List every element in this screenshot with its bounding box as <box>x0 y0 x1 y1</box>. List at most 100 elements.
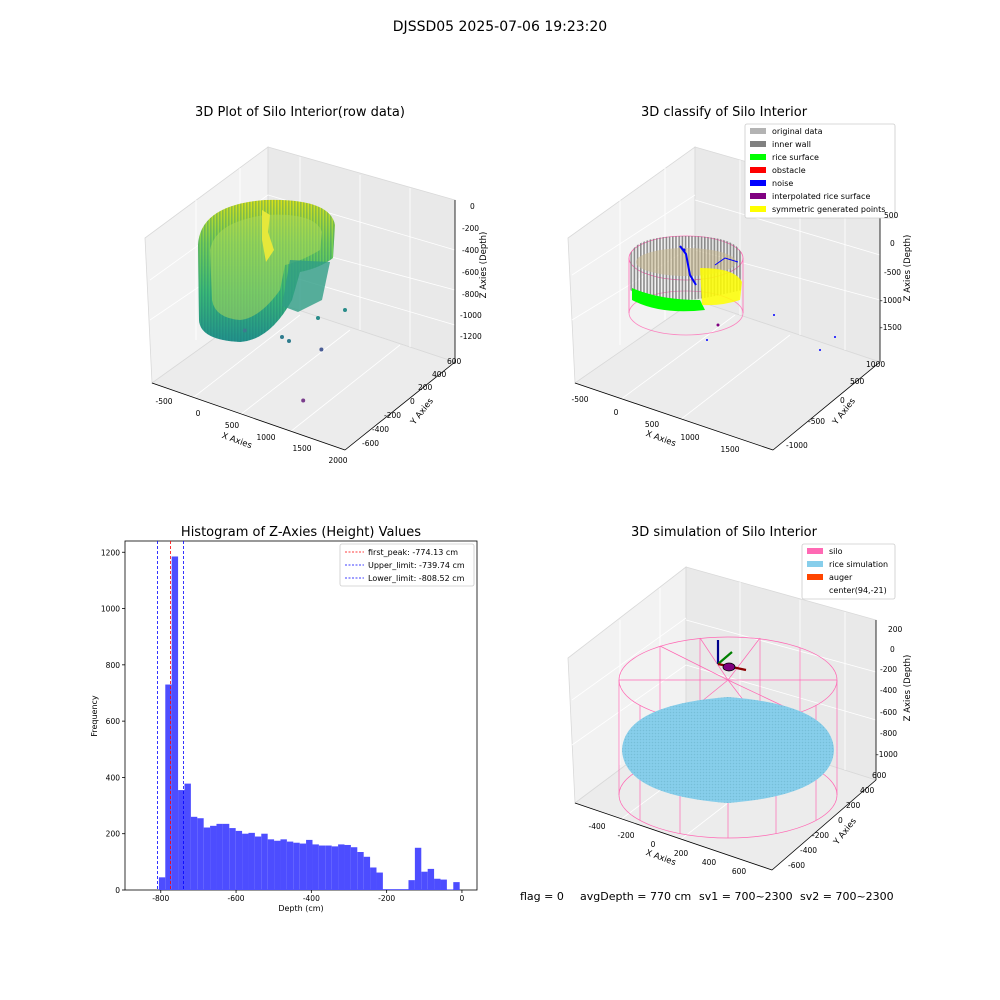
classify-3d-title: 3D classify of Silo Interior <box>641 105 808 120</box>
classify-3d-z-tick: -1500 <box>880 323 902 332</box>
histogram-bar <box>242 833 249 890</box>
histogram-bar <box>261 833 268 890</box>
raw-3d-y-tick: 0 <box>410 397 415 406</box>
histogram-bar <box>427 868 435 890</box>
panel-raw-3d: 3D Plot of Silo Interior(row data) <box>144 105 489 465</box>
histogram-x-label: Depth (cm) <box>278 904 323 913</box>
raw-3d-y-tick: -200 <box>384 411 401 420</box>
raw-3d-outlier-point <box>301 398 306 403</box>
histogram-legend: first_peak: -774.13 cm Upper_limit: -739… <box>339 543 475 587</box>
histogram-bar <box>414 847 422 890</box>
legend-label: silo <box>829 547 843 556</box>
raw-3d-z-tick: -1000 <box>460 311 482 320</box>
raw-3d-x-tick: 1000 <box>256 433 275 442</box>
legend-label: obstacle <box>772 166 806 175</box>
legend-swatch-rice-surface <box>750 154 766 160</box>
y-tick-label: 1200 <box>101 548 120 557</box>
raw-3d-z-tick: 0 <box>470 202 475 211</box>
classify-3d-z-tick: -500 <box>884 268 901 277</box>
legend-label: Upper_limit: -739.74 cm <box>368 561 465 570</box>
legend-swatch-noise <box>750 180 766 186</box>
simulation-3d-y-tick: 200 <box>846 801 861 810</box>
legend-label: original data <box>772 127 823 136</box>
raw-3d-point <box>343 308 347 312</box>
raw-3d-y-tick: 200 <box>418 383 433 392</box>
histogram-bar <box>190 816 198 890</box>
simulation-3d-y-tick: 400 <box>860 786 875 795</box>
simulation-3d-z-tick: -400 <box>880 686 897 695</box>
simulation-3d-y-tick: -400 <box>800 846 817 855</box>
avg-depth-readout: avgDepth = 770 cm <box>580 890 691 903</box>
simulation-3d-z-tick: -1000 <box>876 750 898 759</box>
sv2-readout: sv2 = 700~2300 <box>800 890 894 903</box>
auger-y-axis <box>717 651 733 665</box>
simulation-3d-y-tick: -600 <box>788 861 805 870</box>
panel-classify-3d: 3D classify of Silo Interior <box>567 105 913 454</box>
simulation-3d-x-tick: 400 <box>702 858 717 867</box>
legend-label: center(94,-21) <box>829 586 887 595</box>
legend-swatch-obstacle <box>750 167 766 173</box>
simulation-3d-z-label: Z Axies (Depth) <box>903 655 913 722</box>
auger-head <box>722 662 736 672</box>
raw-3d-x-tick: 1500 <box>292 444 311 453</box>
raw-3d-z-tick: -800 <box>462 290 479 299</box>
raw-3d-z-label: Z Axies (Depth) <box>479 232 489 299</box>
simulation-3d-x-tick: -400 <box>588 822 605 831</box>
raw-3d-y-tick: 400 <box>432 370 447 379</box>
noise-point <box>834 336 836 338</box>
simulation-3d-x-ticks: -400 -200 0 200 400 600 <box>588 822 746 876</box>
histogram-bar <box>453 882 460 890</box>
classify-3d-z-tick: -1000 <box>880 296 902 305</box>
simulation-3d-x-label: X Axies <box>644 848 677 868</box>
x-tick-label: -600 <box>228 894 245 903</box>
legend-label: noise <box>772 179 793 188</box>
histogram-title: Histogram of Z-Axies (Height) Values <box>181 525 421 540</box>
classify-3d-point-cloud <box>628 235 836 351</box>
x-tick-label: -800 <box>152 894 169 903</box>
simulation-3d-y-tick: -200 <box>812 831 829 840</box>
histogram-bar <box>395 889 403 890</box>
classify-3d-x-label: X Axies <box>644 429 677 449</box>
histogram-threshold-lines <box>157 541 184 890</box>
simulation-3d-auger <box>716 640 747 672</box>
histogram-bar <box>440 879 447 890</box>
simulation-3d-x-tick: 600 <box>732 867 747 876</box>
histogram-bar <box>222 823 230 890</box>
legend-swatch-silo <box>807 548 823 554</box>
noise-point <box>706 339 708 341</box>
simulation-3d-z-tick: -600 <box>880 708 897 717</box>
legend-label: rice simulation <box>829 560 888 569</box>
y-tick-label: 400 <box>106 773 121 782</box>
raw-3d-y-tick: -400 <box>372 425 389 434</box>
histogram-bar <box>254 836 262 890</box>
legend-label: first_peak: -774.13 cm <box>368 548 458 557</box>
raw-3d-z-tick: -1200 <box>460 332 482 341</box>
classify-3d-y-tick: -1000 <box>786 441 808 450</box>
raw-3d-point <box>287 339 291 343</box>
histogram-bar <box>331 846 339 890</box>
histogram-bar <box>299 843 307 890</box>
classify-3d-z-ticks: 500 0 -500 -1000 -1500 <box>880 211 902 332</box>
classify-3d-y-tick: 1000 <box>866 360 885 369</box>
histogram-bar <box>357 852 364 890</box>
classify-3d-legend: original data inner wall rice surface ob… <box>744 123 896 219</box>
raw-3d-outlier-point <box>242 328 247 333</box>
histogram-bar <box>402 889 409 890</box>
histogram-bar <box>306 839 313 890</box>
simulation-3d-rice-surface <box>622 697 834 803</box>
legend-swatch-interpolated <box>750 193 766 199</box>
raw-3d-y-tick: -600 <box>362 439 379 448</box>
histogram-bar <box>274 840 281 890</box>
raw-3d-z-tick: -400 <box>462 246 479 255</box>
raw-3d-x-tick: 500 <box>225 421 240 430</box>
classify-3d-x-tick: -500 <box>571 395 588 404</box>
histogram-bar <box>350 847 358 890</box>
histogram-bar <box>229 828 236 890</box>
histogram-bar <box>203 827 211 890</box>
noise-point <box>819 349 821 351</box>
raw-3d-z-ticks: 0 -200 -400 -600 -800 -1000 -1200 <box>460 202 482 341</box>
panel-histogram: Histogram of Z-Axies (Height) Values -80… <box>90 525 478 913</box>
histogram-bar <box>312 844 319 890</box>
classify-3d-x-tick: 500 <box>645 420 660 429</box>
